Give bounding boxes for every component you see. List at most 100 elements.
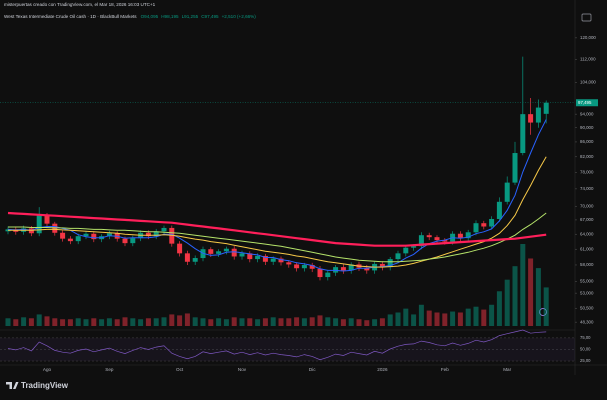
volume-bar <box>67 319 73 326</box>
candle-body <box>543 102 549 114</box>
volume-bar <box>184 313 190 326</box>
candle-body <box>231 248 237 257</box>
volume-bar <box>418 304 424 326</box>
y-tick-label: 55,000 <box>580 279 594 284</box>
candle-body <box>75 236 81 242</box>
logo <box>6 382 19 389</box>
x-tick-label: Oct <box>176 367 184 372</box>
y-tick-label: 50,500 <box>580 305 594 310</box>
candle-body <box>184 253 190 262</box>
volume-bar <box>5 318 11 326</box>
moving-average <box>8 156 547 268</box>
volume-bar <box>387 314 393 326</box>
candle-body <box>262 255 268 262</box>
camera-icon[interactable] <box>581 13 592 22</box>
volume-bar <box>301 318 307 326</box>
y-tick-label: 112,000 <box>580 57 596 62</box>
indicator-line <box>7 329 547 361</box>
candle-body <box>481 223 487 227</box>
volume-bar <box>340 319 346 326</box>
candle-body <box>216 251 222 254</box>
candle-body <box>520 114 526 154</box>
candle-body <box>83 233 89 237</box>
volume-bar <box>543 287 549 326</box>
indicator-band <box>0 337 575 362</box>
volume-bar <box>473 306 479 326</box>
candle-body <box>270 258 276 262</box>
candle-body <box>247 253 253 260</box>
volume-bar <box>395 312 401 326</box>
attribution: misterpuertas creado con TradingView.com… <box>4 2 156 7</box>
x-tick-label: Dic <box>309 367 316 372</box>
candle-body <box>504 182 510 202</box>
logo-mark <box>6 382 19 389</box>
volume-bar <box>239 318 245 326</box>
volume-bar <box>106 318 112 326</box>
legend-value: L91,255 <box>182 14 199 19</box>
candle-body <box>442 240 448 242</box>
volume-bar <box>278 318 284 326</box>
candle-body <box>512 153 518 183</box>
y-tick-label: 86,000 <box>580 139 594 144</box>
candle-body <box>418 235 424 247</box>
moving-average <box>7 211 547 247</box>
volume-bar <box>122 317 128 326</box>
y-tick-label: 78,000 <box>580 170 594 175</box>
candle-body <box>192 258 198 262</box>
candle-body <box>473 223 479 233</box>
indicator-tick-label: 25,00 <box>580 358 591 363</box>
y-tick-label: 48,300 <box>580 319 594 324</box>
volume-bar <box>286 318 292 326</box>
volume-bar <box>138 319 144 326</box>
candle-body <box>44 215 50 224</box>
candle-body <box>239 253 245 257</box>
volume-bar <box>489 304 495 326</box>
volume-bar <box>403 308 409 326</box>
candle-body <box>60 232 66 239</box>
candle-body <box>457 233 463 239</box>
volume-bar <box>364 320 370 326</box>
volume-bar <box>512 266 518 326</box>
volume-bar <box>317 315 323 326</box>
footer-brand: TradingView <box>21 381 69 390</box>
candle-body <box>333 267 339 273</box>
volume-bar <box>294 317 300 326</box>
y-tick-label: 74,000 <box>580 186 594 191</box>
volume-bar <box>83 319 89 326</box>
candle-body <box>301 264 307 269</box>
volume-bar <box>496 291 502 326</box>
volume-bars <box>5 244 549 326</box>
y-tick-label: 120,000 <box>580 35 596 40</box>
legend-value: C97,495 <box>201 14 219 19</box>
volume-bar <box>28 318 34 326</box>
volume-bar <box>481 309 487 326</box>
candle-body <box>325 272 331 278</box>
volume-bar <box>60 319 66 326</box>
top-right-icon[interactable] <box>581 13 592 22</box>
moving-average <box>7 119 547 272</box>
candle-body <box>286 262 292 265</box>
candle-body <box>426 235 432 238</box>
volume-bar <box>504 279 510 326</box>
volume-bar <box>91 318 97 326</box>
volume-bar <box>114 319 120 326</box>
last-price-label: 97,495 <box>578 100 592 105</box>
volume-bar <box>528 258 534 326</box>
volume-bar <box>161 317 167 326</box>
volume-bar <box>426 310 432 326</box>
volume-bar <box>177 315 183 326</box>
candle-body <box>489 218 495 227</box>
y-tick-label: 104,000 <box>580 80 596 85</box>
last-price-box <box>576 99 598 107</box>
volume-bar <box>434 312 440 326</box>
volume-bar <box>153 318 159 326</box>
y-tick-label: 67,000 <box>580 217 594 222</box>
volume-bar <box>231 317 237 326</box>
y-tick-label: 58,000 <box>580 262 594 267</box>
candle-body <box>208 249 214 254</box>
candle-body <box>161 227 167 232</box>
candle-body <box>67 238 73 242</box>
y-tick-label: 70,000 <box>580 203 594 208</box>
candle-body <box>496 201 502 219</box>
